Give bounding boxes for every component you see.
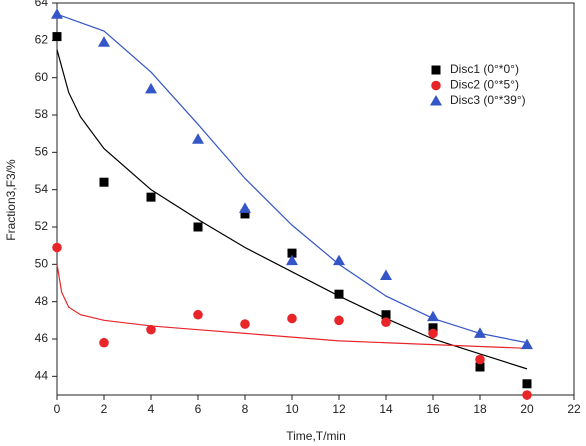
- legend-marker: [431, 80, 441, 91]
- data-point: [51, 8, 63, 19]
- data-point: [428, 323, 438, 333]
- data-point: [99, 337, 109, 348]
- x-tick-label: 20: [520, 402, 534, 416]
- y-axis-title: Fraction3,F3/%: [4, 159, 18, 241]
- data-point: [240, 209, 250, 219]
- x-tick-label: 2: [101, 402, 108, 416]
- legend-label: Disc3 (0°*39°): [450, 93, 526, 107]
- data-point: [193, 222, 203, 232]
- x-tick-label: 4: [148, 402, 155, 416]
- fit-curve: [56, 13, 528, 344]
- y-tick-label: 64: [35, 0, 49, 9]
- data-point: [146, 192, 156, 202]
- y-tick-label: 48: [35, 294, 49, 308]
- x-tick-label: 10: [285, 402, 299, 416]
- data-point: [99, 177, 109, 187]
- x-tick-label: 16: [426, 402, 440, 416]
- data-point: [145, 82, 157, 94]
- data-point: [52, 32, 62, 42]
- y-tick-label: 62: [35, 33, 49, 47]
- data-point: [427, 310, 439, 322]
- data-point: [522, 390, 532, 400]
- legend-label: Disc2 (0°*5°): [450, 78, 519, 92]
- data-point: [521, 338, 533, 350]
- y-tick-label: 46: [35, 331, 49, 345]
- data-point: [475, 362, 485, 372]
- data-point: [287, 248, 297, 258]
- y-tick-label: 44: [35, 369, 49, 383]
- legend-marker: [430, 95, 442, 106]
- data-point: [333, 254, 345, 266]
- data-point: [334, 315, 344, 326]
- data-point: [428, 328, 438, 339]
- data-point: [522, 379, 532, 389]
- data-point: [146, 324, 156, 335]
- x-tick-label: 12: [332, 402, 346, 416]
- y-tick-label: 58: [35, 107, 49, 121]
- plot-frame: [56, 2, 575, 396]
- x-tick-label: 22: [567, 402, 581, 416]
- legend-marker: [431, 65, 441, 75]
- data-point: [286, 254, 298, 266]
- data-point: [334, 289, 344, 299]
- x-tick-label: 18: [473, 402, 487, 416]
- x-tick-label: 6: [195, 402, 202, 416]
- y-tick-label: 52: [35, 219, 49, 233]
- fit-curve: [56, 264, 528, 349]
- data-point: [239, 202, 251, 213]
- x-axis-title: Time,T/min: [286, 429, 346, 443]
- y-tick-label: 60: [35, 70, 49, 84]
- x-tick-label: 8: [242, 402, 249, 416]
- data-point: [474, 327, 486, 338]
- x-tick-label: 14: [379, 402, 393, 416]
- data-point: [381, 317, 391, 328]
- data-point: [240, 319, 250, 329]
- legend-label: Disc1 (0°*0°): [450, 62, 519, 76]
- data-point: [98, 36, 110, 47]
- data-point: [287, 313, 297, 324]
- data-point: [380, 269, 392, 281]
- y-tick-label: 56: [35, 145, 49, 159]
- x-tick-label: 0: [54, 402, 61, 416]
- y-tick-label: 50: [35, 257, 49, 271]
- data-point: [475, 354, 485, 365]
- y-tick-label: 54: [35, 182, 49, 196]
- data-point: [381, 310, 391, 320]
- data-point: [52, 242, 62, 253]
- data-point: [193, 309, 203, 320]
- data-point: [192, 133, 204, 144]
- fit-curve: [56, 49, 528, 370]
